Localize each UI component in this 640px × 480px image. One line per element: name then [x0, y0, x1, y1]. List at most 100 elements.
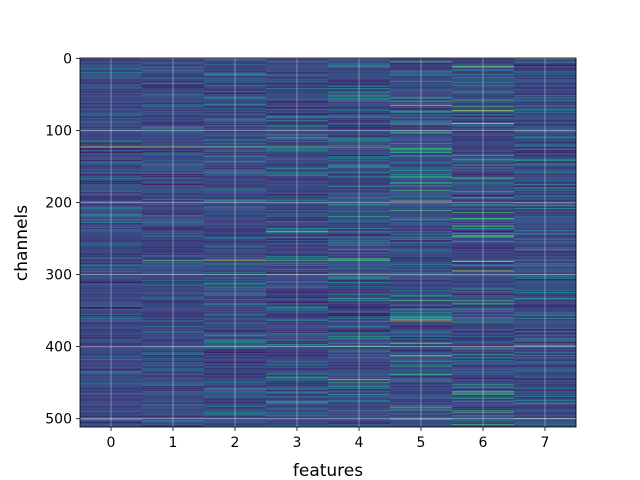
heatmap-cell	[142, 300, 205, 302]
heatmap-cell	[328, 405, 391, 407]
heatmap-cell	[390, 316, 453, 317]
heatmap-cell	[452, 402, 515, 404]
heatmap-cell	[328, 408, 391, 410]
heatmap-cell	[390, 247, 453, 249]
heatmap-cell	[266, 388, 329, 390]
heatmap-cell	[204, 340, 267, 342]
heatmap-cell	[514, 291, 577, 293]
heatmap-cell	[514, 368, 577, 370]
heatmap-cell	[266, 340, 329, 342]
heatmap-cell	[266, 282, 329, 284]
heatmap-cell	[266, 343, 329, 345]
heatmap-cell	[142, 353, 205, 355]
x-tick-label: 1	[169, 435, 178, 451]
heatmap-cell	[204, 265, 267, 267]
heatmap-cell	[80, 163, 143, 165]
heatmap-cell	[514, 190, 577, 192]
heatmap-cell	[514, 258, 577, 260]
heatmap-cell	[204, 107, 267, 108]
heatmap-cell	[390, 105, 453, 107]
heatmap-cell	[452, 285, 515, 286]
heatmap-cell	[514, 179, 577, 181]
heatmap-cell	[266, 263, 329, 265]
heatmap-cell	[390, 376, 453, 378]
heatmap-cell	[390, 224, 453, 226]
heatmap-cell	[328, 143, 391, 145]
heatmap-cell	[514, 146, 577, 148]
heatmap-cell	[328, 273, 391, 275]
heatmap-cell	[328, 63, 391, 65]
heatmap-cell	[390, 405, 453, 407]
heatmap-cell	[80, 170, 143, 172]
heatmap-cell	[390, 372, 453, 374]
heatmap-cell	[328, 166, 391, 168]
heatmap-cell	[390, 63, 453, 65]
heatmap-cell	[390, 395, 453, 397]
heatmap-cell	[328, 243, 391, 245]
heatmap-cell	[328, 292, 391, 294]
heatmap-cell	[328, 185, 391, 187]
heatmap-cell	[266, 277, 329, 279]
heatmap-cell	[142, 318, 205, 320]
heatmap-cell	[80, 185, 143, 187]
heatmap-cell	[204, 397, 267, 399]
heatmap-cell	[80, 113, 143, 115]
heatmap-cell	[390, 269, 453, 271]
heatmap-cell	[142, 305, 205, 307]
heatmap-cell	[204, 297, 267, 299]
heatmap-cell	[204, 206, 267, 208]
heatmap-cell	[80, 376, 143, 378]
heatmap-cell	[142, 274, 205, 276]
heatmap-cell	[390, 300, 453, 302]
heatmap-cell	[80, 216, 143, 218]
heatmap-cell	[266, 125, 329, 127]
heatmap-cell	[142, 228, 205, 230]
heatmap-cell	[328, 390, 391, 392]
heatmap-cell	[452, 357, 515, 359]
heatmap-cell	[514, 114, 577, 116]
heatmap-cell	[390, 104, 453, 106]
heatmap-cell	[142, 120, 205, 122]
heatmap-cell	[328, 137, 391, 139]
heatmap-cell	[390, 412, 453, 414]
heatmap-cell	[390, 320, 453, 322]
heatmap-cell	[204, 278, 267, 280]
heatmap-cell	[142, 140, 205, 142]
heatmap-cell	[266, 79, 329, 81]
heatmap-cell	[328, 199, 391, 201]
heatmap-cell	[390, 259, 453, 261]
heatmap-cell	[204, 137, 267, 139]
heatmap-cell	[266, 140, 329, 142]
heatmap-cell	[204, 255, 267, 257]
heatmap-cell	[514, 359, 577, 361]
heatmap-cell	[328, 330, 391, 332]
heatmap-cell	[390, 249, 453, 251]
heatmap-cell	[452, 228, 515, 230]
heatmap-cell	[204, 222, 267, 224]
heatmap-cell	[80, 96, 143, 98]
heatmap-cell	[142, 131, 205, 133]
heatmap-cell	[266, 59, 329, 61]
heatmap-cell	[266, 163, 329, 165]
heatmap-cell	[142, 345, 205, 347]
heatmap-cell	[514, 335, 577, 337]
heatmap-cell	[328, 361, 391, 363]
heatmap-cell	[266, 334, 329, 336]
heatmap-cell	[204, 369, 267, 371]
heatmap-cell	[204, 304, 267, 306]
heatmap-cell	[266, 317, 329, 319]
heatmap-cell	[142, 68, 205, 70]
heatmap-cell	[328, 308, 391, 310]
heatmap-cell	[514, 399, 577, 401]
heatmap-cell	[390, 388, 453, 390]
heatmap-cell	[452, 208, 515, 210]
heatmap-cell	[204, 61, 267, 63]
heatmap-cell	[142, 397, 205, 399]
heatmap-cell	[452, 207, 515, 209]
heatmap-cell	[204, 158, 267, 160]
heatmap-cell	[80, 98, 143, 100]
heatmap-cell	[390, 158, 453, 160]
heatmap-cell	[266, 264, 329, 266]
heatmap-cell	[80, 206, 143, 208]
heatmap-cell	[328, 321, 391, 323]
